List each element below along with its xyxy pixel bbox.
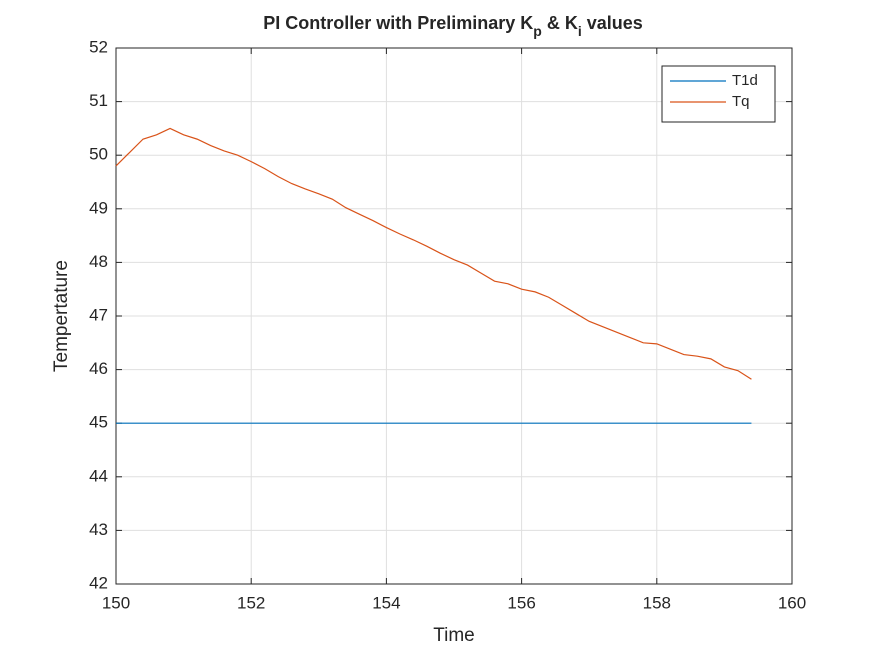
x-tick-label: 158 — [643, 593, 671, 612]
y-tick-label: 42 — [89, 573, 108, 592]
y-tick-label: 49 — [89, 198, 108, 217]
chart-title: PI Controller with Preliminary Kp & Ki v… — [263, 13, 643, 39]
x-tick-label: 150 — [102, 593, 130, 612]
y-tick-label: 50 — [89, 145, 108, 164]
y-axis-label: Tempertature — [51, 260, 72, 372]
title-part: & K — [542, 13, 578, 33]
x-axis-label: Time — [433, 625, 475, 646]
x-tick-label: 156 — [507, 593, 535, 612]
title-part: p — [533, 23, 542, 39]
y-tick-label: 47 — [89, 305, 108, 324]
x-tick-label: 154 — [372, 593, 400, 612]
plot-frame — [115, 47, 793, 585]
y-tick-label: 48 — [89, 252, 108, 271]
y-tick-label: 44 — [89, 466, 108, 485]
title-part: i — [578, 23, 582, 39]
y-tick-label: 45 — [89, 413, 108, 432]
title-part: values — [582, 13, 643, 33]
legend-label: Tq — [732, 93, 750, 110]
legend-box — [661, 65, 776, 123]
legend-label: T1d — [732, 72, 758, 89]
y-tick-label: 51 — [89, 91, 108, 110]
title-part: PI Controller with Preliminary K — [263, 13, 533, 33]
y-tick-label: 52 — [89, 37, 108, 56]
x-tick-label: 152 — [237, 593, 265, 612]
series-line — [115, 127, 752, 380]
x-tick-label: 160 — [778, 593, 806, 612]
y-tick-label: 43 — [89, 520, 108, 539]
y-tick-label: 46 — [89, 359, 108, 378]
